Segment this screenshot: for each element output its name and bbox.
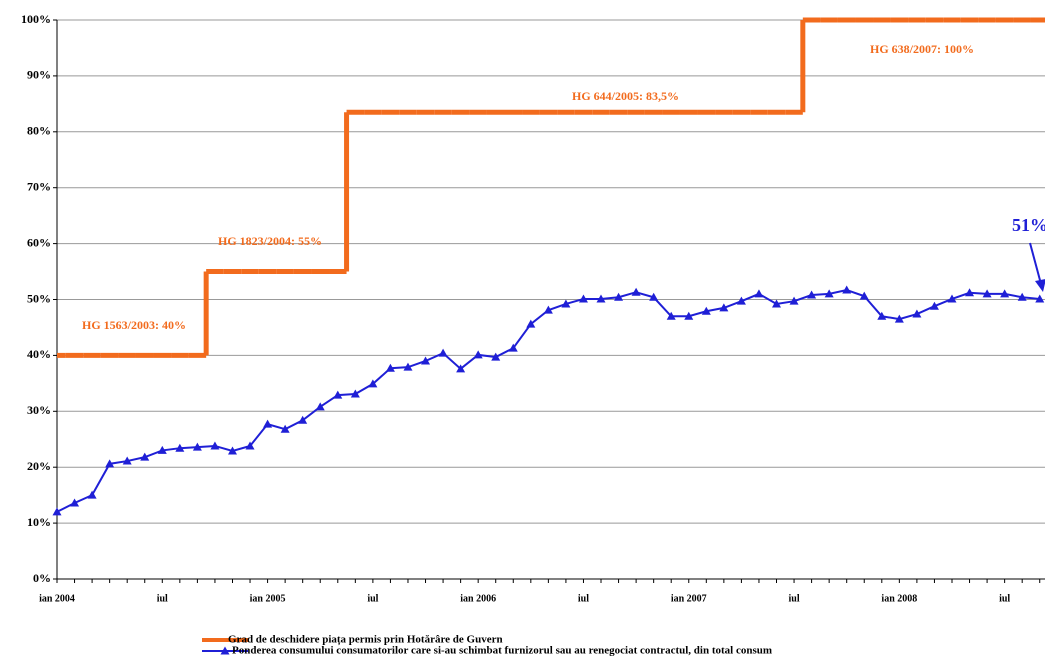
data-point [403,362,413,371]
data-point [807,290,817,299]
y-tick-label: 50% [27,291,51,305]
y-tick-label: 70% [27,179,51,193]
x-tick-label: ian 2008 [881,593,917,604]
data-point [1000,289,1010,298]
data-point [368,379,378,388]
y-tick-label: 60% [27,235,51,249]
x-tick-label: iul [788,593,799,604]
data-point [736,296,746,305]
data-point [596,294,606,303]
legend-label: Grad de deschidere piața permis prin Hot… [228,634,503,646]
data-point [140,452,150,461]
data-point [1017,292,1027,301]
data-point [350,389,360,398]
data-point [175,443,185,452]
y-tick-label: 30% [27,403,51,417]
data-point [245,441,255,450]
data-point [122,456,132,465]
data-point [192,442,202,451]
x-tick-label: iul [157,593,168,604]
data-point [70,498,80,507]
data-point [772,299,782,308]
y-tick-label: 0% [33,571,51,585]
x-tick-label: iul [999,593,1010,604]
data-point [561,299,571,308]
data-point [1035,294,1045,303]
arrow-head [1035,279,1045,292]
annotation-arrow [1029,242,1042,285]
data-point [684,311,694,320]
data-point [456,364,466,373]
data-point [227,446,237,455]
data-point [789,296,799,305]
y-tick-label: 100% [21,12,51,26]
data-point [385,363,395,372]
y-tick-label: 40% [27,347,51,361]
data-point [614,292,624,301]
data-point [491,352,501,361]
data-point [929,301,939,310]
annotation: HG 1823/2004: 55% [218,234,322,248]
data-point [526,319,536,328]
data-point [894,314,904,323]
data-point [315,402,325,411]
data-point [965,288,975,297]
data-point [263,419,273,428]
data-point [157,445,167,454]
legend-label: Ponderea consumului consumatorilor care … [232,645,772,657]
x-tick-label: ian 2004 [39,593,75,604]
annotation: HG 1563/2003: 40% [82,318,186,332]
data-point [982,289,992,298]
data-point [842,285,852,294]
data-point [52,507,62,516]
y-tick-label: 20% [27,459,51,473]
data-point [877,311,887,320]
x-tick-label: ian 2007 [671,593,707,604]
data-point [87,490,97,499]
data-point [859,291,869,300]
annotation: HG 644/2005: 83,5% [572,89,679,103]
data-point [824,289,834,298]
y-tick-label: 90% [27,68,51,82]
data-point [473,350,483,359]
x-tick-label: ian 2006 [460,593,496,604]
x-tick-label: iul [367,593,378,604]
data-point [649,292,659,301]
data-point [438,348,448,357]
data-point [210,441,220,450]
x-tick-label: iul [578,593,589,604]
data-point [578,294,588,303]
data-point [298,415,308,424]
annotation: 51% [1012,215,1045,235]
data-point [105,459,115,468]
data-point [666,311,676,320]
data-point [280,424,290,433]
data-point [947,294,957,303]
data-point [631,287,641,296]
data-point [912,309,922,318]
data-point [701,306,711,315]
y-tick-label: 10% [27,515,51,529]
x-tick-label: ian 2005 [250,593,286,604]
legend-marker [220,646,230,655]
annotation: HG 638/2007: 100% [870,42,974,56]
y-tick-label: 80% [27,124,51,138]
data-point [754,289,764,298]
data-point [333,390,343,399]
data-point [719,303,729,312]
data-point [421,356,431,365]
data-point [508,343,518,352]
data-point [543,305,553,314]
